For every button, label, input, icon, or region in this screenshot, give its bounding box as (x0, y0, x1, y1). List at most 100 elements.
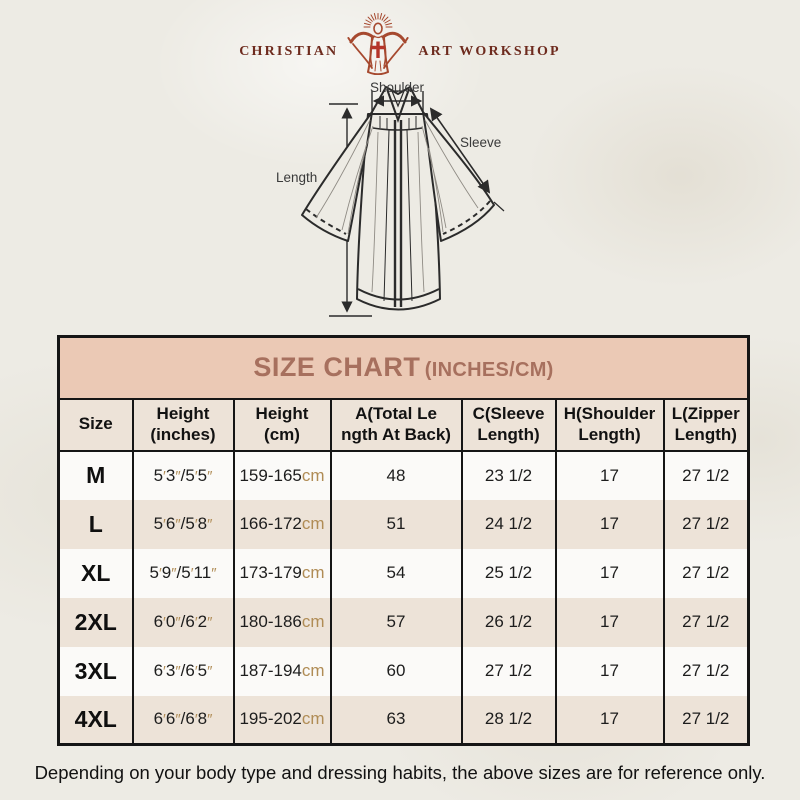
shoulder-arrow (371, 91, 424, 111)
brand-header: CHRISTIAN ART WORKSHOP (0, 8, 800, 80)
table-row: M 5′3″/5′5″ 159-165cm 48 23 1/2 17 27 1/2 (57, 450, 749, 500)
column-header: Size (58, 398, 133, 452)
size-cell: XL (57, 548, 133, 598)
table-row: 2XL 6′0″/6′2″ 180-186cm 57 26 1/2 17 27 1/2 (57, 597, 749, 647)
size-chart-section: SIZE CHART (INCHES/CM) Size Height (inches… (57, 335, 751, 746)
size-chart-banner: SIZE CHART (INCHES/CM) (58, 336, 749, 400)
unit-mark: ″ (207, 516, 213, 533)
size-cell: M (57, 450, 133, 500)
figure-sleeve-drapes (352, 43, 405, 69)
sleeve-length-cell: 23 1/2 (460, 450, 556, 500)
column-header: Height (inches) (131, 398, 234, 452)
sleeve-length-cell: 24 1/2 (460, 499, 556, 549)
unit-mark: ″ (171, 565, 177, 582)
shoulder-length-cell: 17 (554, 646, 664, 696)
unit-mark: ″ (175, 467, 181, 485)
footer-note: Depending on your body type and dressing… (34, 762, 766, 783)
unit-mark: ′ (190, 565, 194, 582)
zipper-length-cell: 27 1/2 (662, 499, 749, 549)
unit-mark: ′ (194, 516, 198, 533)
height-cm-cell: 187-194cm (232, 646, 331, 696)
table-row: XL 5′9″/5′11″ 173-179cm 54 25 1/2 17 27 1/2 (57, 548, 749, 598)
total-length-cell: 48 (329, 450, 462, 500)
zipper-length-cell: 27 1/2 (662, 450, 749, 500)
length-label: Length (276, 170, 317, 185)
unit-mark: ′ (163, 614, 166, 631)
table-row: 3XL 6′3″/6′5″ 187-194cm 60 27 1/2 17 27 1/2 (57, 646, 749, 696)
unit-mark: ′ (194, 467, 198, 485)
zipper-length-cell: 27 1/2 (662, 597, 749, 647)
center-zipper-band (393, 120, 403, 307)
cm-unit: cm (301, 465, 325, 485)
cm-unit: cm (301, 709, 325, 729)
chest-cross-icon (371, 41, 386, 58)
size-table-body: M 5′3″/5′5″ 159-165cm 48 23 1/2 17 27 1/2 L 5′6″… (57, 450, 749, 745)
column-header: H(Shoulder Length) (554, 398, 664, 452)
figure-head (373, 22, 384, 35)
unit-mark: ″ (207, 614, 213, 631)
unit-mark: ′ (163, 663, 166, 680)
size-cell: 3XL (57, 646, 133, 696)
figure-hands (347, 37, 409, 43)
height-cm-cell: 159-165cm (232, 450, 331, 500)
cm-unit: cm (301, 612, 325, 631)
brand-name-left: CHRISTIAN (239, 44, 339, 59)
total-length-cell: 57 (329, 597, 462, 647)
unit-mark: ″ (207, 663, 213, 680)
size-chart-table: SIZE CHART (INCHES/CM) Size Height (inches… (57, 335, 751, 746)
total-length-cell: 54 (329, 548, 462, 598)
shoulder-length-cell: 17 (554, 450, 664, 500)
cm-unit: cm (301, 661, 325, 680)
robe-diagram: Shoulder Sleeve Length (254, 78, 546, 336)
sleeve-length-cell: 27 1/2 (460, 646, 556, 696)
unit-mark: ″ (207, 711, 213, 729)
table-row: L 5′6″/5′8″ 166-172cm 51 24 1/2 17 27 1/2 (57, 499, 749, 549)
unit-mark: ′ (194, 614, 198, 631)
height-cm-cell: 173-179cm (232, 548, 331, 598)
unit-mark: ′ (194, 711, 198, 729)
height-inches-cell: 5′3″/5′5″ (131, 450, 234, 500)
total-length-cell: 60 (329, 646, 462, 696)
unit-mark: ′ (163, 467, 166, 485)
size-chart-units: (INCHES/CM) (424, 359, 554, 382)
left-sleeve (301, 111, 373, 242)
height-cm-cell: 180-186cm (232, 597, 331, 647)
height-inches-cell: 6′3″/6′5″ (131, 646, 234, 696)
zipper-length-cell: 27 1/2 (662, 646, 749, 696)
unit-mark: ″ (175, 711, 181, 729)
zipper-length-cell: 27 1/2 (662, 548, 749, 598)
height-cm-cell: 166-172cm (232, 499, 331, 549)
total-length-cell: 63 (329, 695, 462, 745)
column-header: Height (cm) (232, 398, 331, 452)
figure-robe (367, 37, 390, 75)
table-row: 4XL 6′6″/6′8″ 195-202cm 63 28 1/2 17 27 1/2 (57, 695, 749, 745)
unit-mark: ′ (158, 565, 162, 582)
sleeve-length-cell: 26 1/2 (460, 597, 556, 647)
height-inches-cell: 5′9″/5′11″ (131, 548, 234, 598)
sleeve-length-cell: 25 1/2 (460, 548, 556, 598)
column-header-row: Size Height (inches) Height (cm) A(Total Le ng… (58, 398, 749, 452)
height-cm-cell: 195-202cm (232, 695, 331, 745)
figure-arms (349, 31, 407, 44)
column-header: L(Zipper Length) (662, 398, 749, 452)
shoulder-length-cell: 17 (554, 695, 664, 745)
sleeve-length-cell: 28 1/2 (460, 695, 556, 745)
unit-mark: ″ (211, 565, 217, 582)
unit-mark: ″ (207, 467, 213, 485)
shoulder-length-cell: 17 (554, 548, 664, 598)
cuff-stitch-lines (305, 200, 491, 235)
size-chart-title: SIZE CHART (253, 352, 421, 383)
sleeve-label: Sleeve (460, 135, 501, 150)
zipper-length-cell: 27 1/2 (662, 695, 749, 745)
height-inches-cell: 6′0″/6′2″ (131, 597, 234, 647)
size-cell: 2XL (57, 597, 133, 647)
unit-mark: ″ (175, 614, 181, 631)
unit-mark: ′ (163, 711, 166, 729)
size-cell: 4XL (57, 695, 133, 745)
height-inches-cell: 5′6″/5′8″ (131, 499, 234, 549)
total-length-cell: 51 (329, 499, 462, 549)
size-cell: L (57, 499, 133, 549)
cm-unit: cm (301, 514, 325, 533)
unit-mark: ″ (175, 516, 181, 533)
